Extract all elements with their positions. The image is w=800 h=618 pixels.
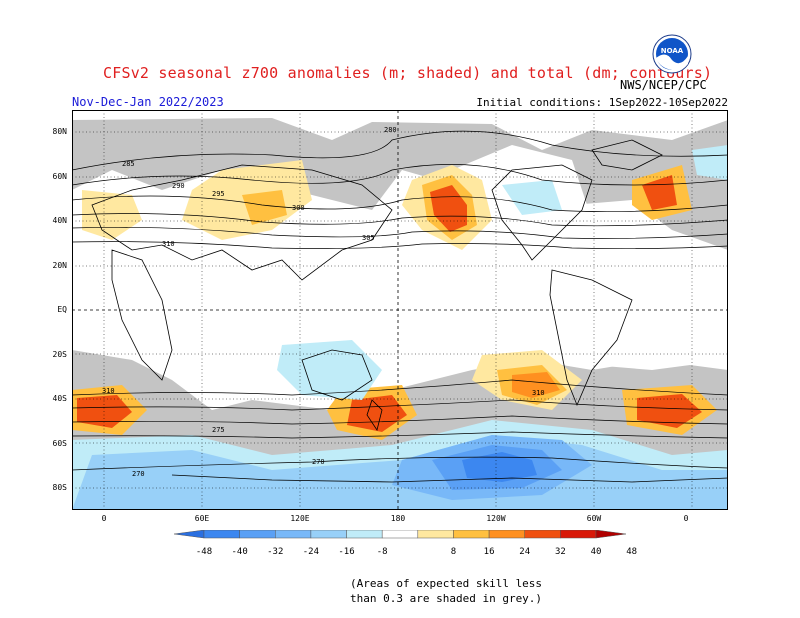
skill-note-line-2: than 0.3 are shaded in grey.) [350, 592, 543, 605]
colorbar-label: -40 [231, 547, 248, 557]
colorbar-label: -16 [338, 547, 355, 557]
colorbar-cell [488, 530, 525, 539]
lon-label-120e: 120E [290, 514, 310, 523]
colorbar-label: 8 [450, 547, 457, 557]
lat-label-20s: 20S [52, 350, 67, 359]
anomaly-map: 280 285 290 295 300 305 310 310 310 270 … [72, 110, 728, 510]
lat-label-eq: EQ [57, 305, 67, 314]
svg-text:300: 300 [292, 204, 305, 212]
lat-label-80s: 80S [52, 483, 67, 492]
svg-text:305: 305 [362, 234, 375, 242]
colorbar-cell [560, 530, 597, 539]
svg-text:295: 295 [212, 190, 225, 198]
colorbar-cell [174, 530, 205, 539]
svg-text:310: 310 [162, 240, 175, 248]
svg-text:310: 310 [532, 389, 545, 397]
svg-text:280: 280 [384, 126, 397, 134]
forecast-period: Nov-Dec-Jan 2022/2023 [72, 95, 224, 109]
colorbar-cell [524, 530, 561, 539]
equator-dateline [72, 110, 728, 510]
colorbar-label: -24 [302, 547, 320, 557]
svg-text:270: 270 [132, 470, 145, 478]
colorbar-label: 32 [554, 547, 566, 557]
colorbar-cell [203, 530, 240, 539]
skill-note-line-1: (Areas of expected skill less [350, 577, 543, 590]
colorbar-label: 48 [626, 547, 638, 557]
lon-label-60e: 60E [194, 514, 210, 523]
colorbar-cell [453, 530, 490, 539]
lat-label-60n: 60N [52, 172, 67, 181]
lon-label-0: 0 [101, 514, 107, 523]
chart-title: CFSv2 seasonal z700 anomalies (m; shaded… [103, 64, 713, 82]
svg-text:275: 275 [212, 426, 225, 434]
svg-text:NOAA: NOAA [661, 47, 684, 55]
lat-label-20n: 20N [52, 261, 67, 270]
colorbar-cell [381, 530, 419, 539]
height-contours [72, 130, 728, 471]
lon-label-60w: 60W [586, 514, 602, 523]
svg-text:290: 290 [172, 182, 185, 190]
negative-anomalies [72, 145, 728, 510]
colorbar-label: 40 [590, 547, 602, 557]
colorbar-label: 16 [483, 547, 495, 557]
colorbar-label: -48 [195, 547, 213, 557]
lat-label-40s: 40S [52, 394, 67, 403]
colorbar-cell [595, 530, 626, 539]
colorbar [174, 530, 626, 539]
colorbar-label: -8 [376, 547, 388, 557]
svg-text:310: 310 [102, 387, 115, 395]
contour-labels: 280 285 290 295 300 305 310 310 310 270 … [102, 126, 545, 478]
noaa-logo: NOAA [652, 34, 692, 74]
colorbar-cell [239, 530, 276, 539]
colorbar-cell [275, 530, 312, 539]
colorbar-cell [417, 530, 454, 539]
lon-label-0-right: 0 [683, 514, 689, 523]
lat-label-60s: 60S [52, 439, 67, 448]
colorbar-cell [310, 530, 347, 539]
agency-label: NWS/NCEP/CPC [620, 78, 707, 92]
initial-conditions: Initial conditions: 1Sep2022-10Sep2022 [476, 96, 728, 109]
colorbar-label: -32 [267, 547, 284, 557]
skill-note: (Areas of expected skill less than 0.3 a… [350, 576, 542, 606]
lat-label-40n: 40N [52, 216, 67, 225]
colorbar-label: 24 [519, 547, 531, 557]
lon-label-180: 180 [390, 514, 406, 523]
svg-text:270: 270 [312, 458, 325, 466]
colorbar-cell [346, 530, 383, 539]
coastlines [91, 139, 728, 483]
svg-text:285: 285 [122, 160, 135, 168]
positive-anomalies [72, 160, 717, 440]
lon-label-120w: 120W [486, 514, 506, 523]
map-frame [72, 110, 728, 510]
lat-label-80n: 80N [52, 127, 67, 136]
